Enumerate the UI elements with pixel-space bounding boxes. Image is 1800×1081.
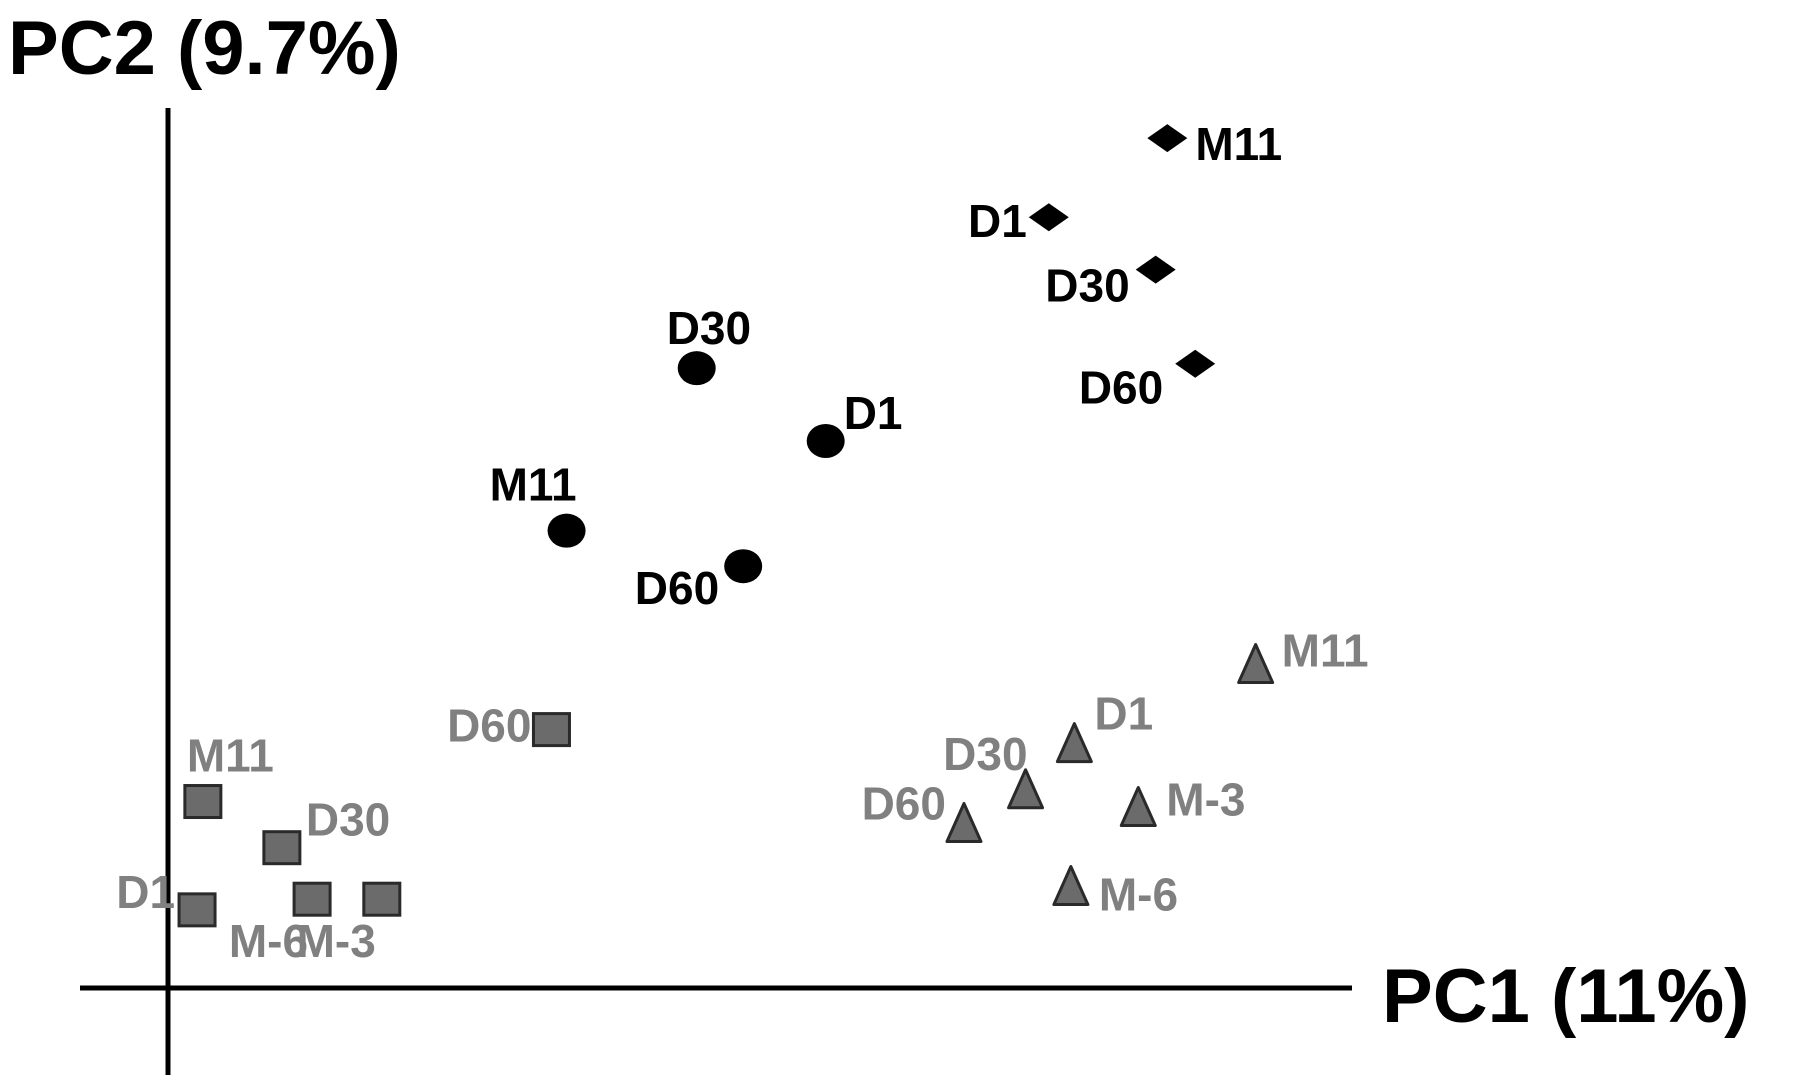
point-triangle-d1-marker	[1055, 722, 1093, 764]
point-diamond-m11-marker	[1147, 124, 1188, 153]
point-triangle-d1-label: D1	[1094, 688, 1153, 740]
point-square-d60-marker	[531, 712, 571, 748]
point-triangle-m-6-label: M-6	[1099, 869, 1178, 921]
point-square-m-3-marker	[362, 881, 402, 917]
point-square-d30-marker	[262, 830, 302, 866]
point-circle-d30-label: D30	[667, 302, 751, 354]
point-diamond-d1-label: D1	[968, 195, 1027, 247]
point-circle-d60-marker	[724, 549, 763, 584]
point-square-m-6-marker	[292, 881, 332, 917]
point-square-d30-label: D30	[306, 794, 390, 846]
point-triangle-d60-marker	[945, 801, 983, 843]
point-triangle-m-3-marker	[1119, 786, 1157, 828]
point-diamond-d30-marker	[1135, 255, 1176, 284]
point-circle-d1-marker	[806, 423, 845, 458]
point-circle-d60-label: D60	[635, 562, 719, 614]
point-diamond-d1-marker	[1028, 203, 1069, 232]
point-square-m-6-label: M-6	[229, 915, 308, 967]
point-triangle-m11-marker	[1237, 643, 1275, 685]
point-diamond-d60-label: D60	[1079, 362, 1163, 414]
y-axis-title: PC2 (9.7%)	[8, 6, 401, 91]
data-points: M11D1D30M-6M-3D60D30D1M11D60M11D1D30D60M…	[116, 118, 1368, 967]
point-square-d1-marker	[177, 892, 217, 928]
point-circle-d1-label: D1	[844, 387, 903, 439]
point-square-m11-label: M11	[187, 730, 274, 782]
point-circle-m11-label: M11	[490, 459, 577, 511]
point-triangle-d30-label: D30	[943, 728, 1027, 780]
point-triangle-m11-label: M11	[1282, 625, 1369, 677]
x-axis-title: PC1 (11%)	[1382, 954, 1750, 1039]
point-diamond-m11-label: M11	[1195, 118, 1282, 170]
point-circle-m11-marker	[547, 513, 586, 548]
point-diamond-d30-label: D30	[1045, 260, 1129, 312]
point-triangle-m-3-label: M-3	[1166, 774, 1245, 826]
point-square-d60-label: D60	[447, 700, 531, 752]
point-square-d1-label: D1	[116, 866, 175, 918]
point-triangle-d30-marker	[1007, 768, 1045, 810]
point-diamond-d60-marker	[1175, 349, 1216, 378]
point-circle-d30-marker	[677, 351, 716, 386]
point-square-m-3-label: M-3	[297, 915, 376, 967]
point-triangle-m-6-marker	[1052, 865, 1090, 907]
point-triangle-d60-label: D60	[862, 777, 946, 829]
point-square-m11-marker	[183, 784, 223, 820]
